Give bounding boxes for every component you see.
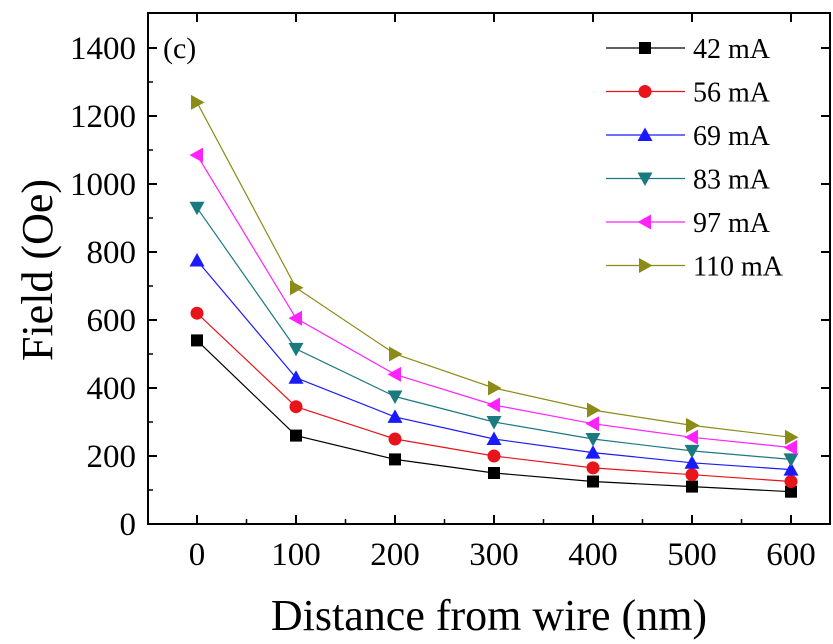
data-point: [486, 416, 502, 430]
legend-marker: [637, 172, 653, 186]
data-point: [488, 380, 502, 396]
data-point: [585, 445, 601, 459]
data-point: [388, 432, 402, 446]
data-point: [487, 449, 501, 463]
data-point: [189, 201, 205, 216]
data-point: [389, 346, 403, 362]
x-tick-label: 600: [766, 537, 816, 573]
legend-item: 97 mA: [606, 208, 771, 239]
legend-label: 56 mA: [693, 78, 771, 109]
data-point: [387, 366, 401, 382]
data-point: [586, 461, 600, 475]
y-tick-label: 1000: [70, 167, 136, 203]
data-point: [288, 310, 302, 326]
legend-marker: [637, 214, 651, 230]
y-tick-label: 200: [87, 439, 137, 475]
data-point: [587, 475, 599, 488]
series-group: [189, 94, 799, 498]
y-tick-label: 1200: [70, 99, 136, 135]
y-tick-label: 0: [120, 507, 137, 543]
data-point: [289, 400, 303, 414]
data-point: [189, 253, 205, 267]
series-83-ma: [189, 201, 799, 467]
data-point: [488, 467, 500, 479]
plot-frame: [147, 12, 831, 525]
data-point: [783, 462, 799, 476]
legend-marker: [639, 42, 651, 54]
data-point: [587, 402, 601, 418]
series-69-ma: [189, 253, 799, 476]
x-tick-label: 0: [189, 537, 206, 573]
x-tick-label: 100: [271, 537, 321, 573]
data-point: [783, 453, 799, 467]
data-point: [290, 429, 302, 442]
data-point: [288, 370, 304, 384]
series-42-ma: [191, 334, 797, 498]
data-point: [785, 485, 797, 498]
data-point: [288, 342, 304, 357]
legend-item: 69 mA: [606, 121, 771, 152]
legend-marker: [639, 258, 653, 273]
x-tick-label: 400: [568, 537, 618, 573]
data-point: [387, 390, 403, 404]
data-point: [686, 480, 698, 493]
axes: 0 100 200 300 400 500 600 0 200 400 600 800 1000 1200…: [70, 12, 831, 573]
data-point: [785, 429, 799, 445]
data-point: [486, 397, 500, 413]
legend-label: 110 mA: [693, 252, 784, 283]
data-point: [684, 444, 700, 459]
data-point: [290, 280, 304, 296]
data-point: [783, 440, 797, 455]
x-tick-label: 200: [370, 537, 420, 573]
legend-item: 110 mA: [606, 252, 784, 283]
legend-label: 69 mA: [693, 121, 771, 152]
x-tick-label: 500: [667, 537, 717, 573]
series-110-ma: [191, 94, 799, 445]
legend-item: 56 mA: [606, 78, 771, 109]
data-point: [685, 468, 699, 482]
data-point: [387, 409, 403, 423]
data-point: [585, 416, 599, 432]
y-tick-label: 600: [87, 303, 137, 339]
legend-marker: [637, 127, 653, 141]
legend: 42 mA 56 mA 69 mA 83 mA 97 mA 110 mA: [606, 34, 784, 283]
data-point: [686, 417, 700, 433]
series-56-ma: [190, 306, 798, 488]
legend-label: 83 mA: [693, 165, 771, 196]
series-97-ma: [189, 147, 797, 455]
data-point: [189, 147, 203, 163]
data-point: [486, 431, 502, 445]
data-point: [190, 306, 204, 320]
legend-label: 42 mA: [693, 34, 771, 65]
data-point: [684, 429, 698, 445]
x-axis-title: Distance from wire (nm): [271, 591, 707, 640]
legend-item: 42 mA: [606, 34, 771, 65]
x-tick-label: 300: [469, 537, 519, 573]
data-point: [389, 453, 401, 466]
y-axis-title: Field (Oe): [13, 179, 62, 361]
legend-item: 83 mA: [606, 165, 771, 196]
data-point: [191, 94, 205, 110]
legend-marker: [638, 85, 652, 98]
data-point: [684, 455, 700, 469]
y-tick-label: 400: [87, 371, 137, 407]
data-point: [585, 433, 601, 447]
y-tick-label: 1400: [70, 31, 136, 67]
legend-label: 97 mA: [693, 208, 771, 239]
data-point: [191, 334, 203, 347]
y-tick-label: 800: [87, 235, 137, 271]
data-point: [784, 475, 798, 488]
panel-label: (c): [163, 32, 196, 65]
